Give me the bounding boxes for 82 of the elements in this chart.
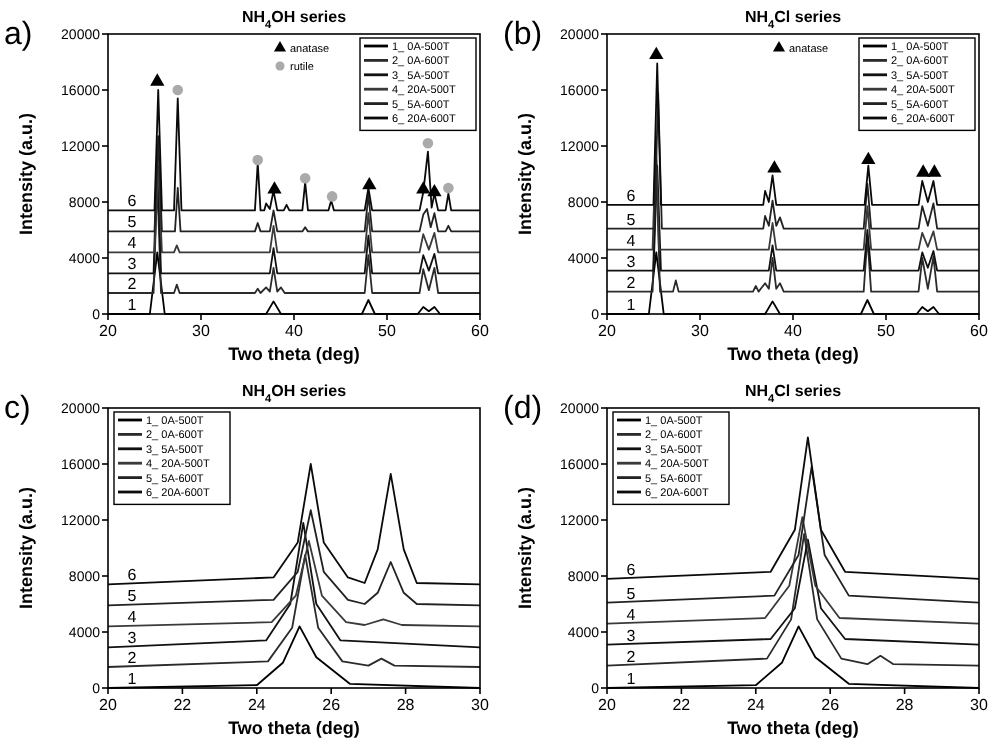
annotation: 4 xyxy=(127,608,138,627)
x-tick-label: 30 xyxy=(471,696,490,714)
point xyxy=(427,183,442,197)
annotation: 3 xyxy=(127,255,138,274)
chart-title: NH$_{4}$Cl series xyxy=(744,382,843,406)
annotation: 2 xyxy=(127,649,138,667)
text: (b) xyxy=(503,18,543,52)
x-tick-label: 50 xyxy=(877,322,896,340)
x-axis-title: Two theta (deg) xyxy=(727,344,859,364)
point xyxy=(326,191,338,202)
text: c) xyxy=(4,392,31,426)
annotation: 2 xyxy=(626,273,637,292)
y-axis-title: Intensity (a.u.) xyxy=(16,112,36,236)
x-tick-label: 20 xyxy=(99,696,118,714)
x-axis-title: Two theta (deg) xyxy=(228,344,360,364)
point xyxy=(443,182,454,194)
point xyxy=(416,181,431,194)
x-axis-title: Two theta (deg) xyxy=(727,718,859,738)
y-axis-title: Intensity (a.u.) xyxy=(16,486,36,610)
chart-title: NH$_{4}$Cl series xyxy=(744,8,843,32)
annotation: 6 xyxy=(626,186,637,205)
line-series xyxy=(606,538,980,646)
x-tick-label: 30 xyxy=(970,696,989,714)
annotation: 6 xyxy=(626,560,637,579)
point xyxy=(252,154,264,166)
annotation: 1 xyxy=(626,296,637,314)
text: a) xyxy=(4,18,33,52)
annotation: 1 xyxy=(127,296,138,314)
annotation: 3 xyxy=(626,252,637,271)
annotation: 3 xyxy=(127,629,138,648)
x-tick-label: 26 xyxy=(322,696,342,714)
x-tick-label: 20 xyxy=(99,322,118,340)
x-tick-label: 26 xyxy=(821,696,841,714)
annotation: 6 xyxy=(127,566,138,585)
point xyxy=(362,176,377,190)
point xyxy=(927,164,942,177)
x-tick-label: 30 xyxy=(691,322,710,340)
point xyxy=(767,160,782,173)
x-tick-label: 28 xyxy=(396,696,416,714)
annotation: 4 xyxy=(626,231,637,250)
annotation: 5 xyxy=(626,584,637,603)
x-tick-label: 40 xyxy=(285,322,304,340)
annotation: 2 xyxy=(127,275,138,293)
point xyxy=(299,172,311,184)
annotation: 5 xyxy=(127,587,138,606)
annotation: 1 xyxy=(626,670,637,688)
annotation: 4 xyxy=(127,234,138,253)
annotation: 4 xyxy=(626,605,637,624)
x-tick-label: 30 xyxy=(192,322,211,340)
annotation: 5 xyxy=(626,210,637,229)
point xyxy=(649,46,664,60)
annotation: 2 xyxy=(626,647,637,666)
x-tick-label: 24 xyxy=(247,696,267,714)
chart-title: NH$_{4}$OH series xyxy=(241,8,348,32)
x-tick-label: 20 xyxy=(598,322,617,340)
x-tick-label: 24 xyxy=(746,696,766,714)
x-tick-label: 28 xyxy=(895,696,915,714)
annotation: 5 xyxy=(127,213,138,232)
line-series xyxy=(107,166,481,254)
x-tick-label: 22 xyxy=(173,696,193,714)
y-axis-title: Intensity (a.u.) xyxy=(515,112,535,236)
x-tick-label: 60 xyxy=(471,322,490,340)
x-axis-title: Two theta (deg) xyxy=(228,718,360,738)
point xyxy=(172,84,184,96)
annotation: 6 xyxy=(127,192,138,211)
x-tick-label: 20 xyxy=(598,696,617,714)
chart-title: NH$_{4}$OH series xyxy=(241,382,348,406)
point xyxy=(861,151,876,165)
annotation: 1 xyxy=(127,670,138,688)
annotation: 3 xyxy=(626,626,637,645)
line-series xyxy=(606,516,980,625)
y-axis-title: Intensity (a.u.) xyxy=(515,486,535,610)
x-tick-label: 22 xyxy=(672,696,692,714)
x-tick-label: 50 xyxy=(378,322,397,340)
x-tick-label: 60 xyxy=(970,322,989,340)
point xyxy=(422,137,434,149)
point xyxy=(916,164,931,177)
point xyxy=(267,181,282,194)
x-tick-label: 40 xyxy=(784,322,803,340)
line-series xyxy=(107,540,481,628)
text: (d) xyxy=(503,392,543,426)
point xyxy=(150,73,165,86)
